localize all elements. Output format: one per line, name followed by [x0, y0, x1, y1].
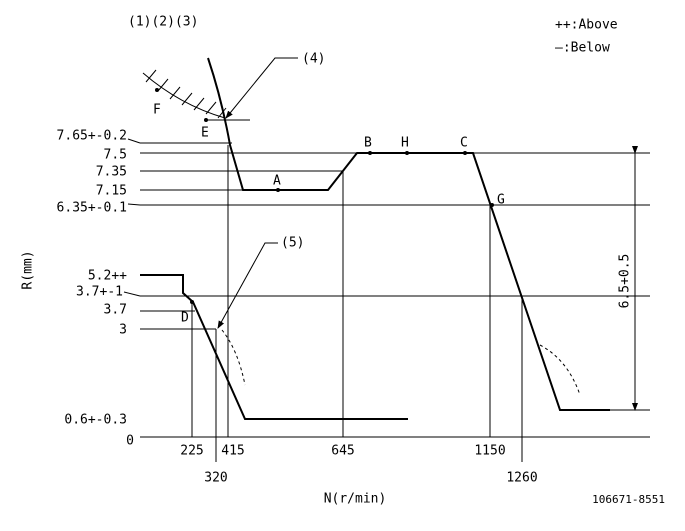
y-tick-label: 3.7+-1	[76, 285, 123, 300]
title: (1)(2)(3)	[128, 15, 198, 30]
y-tick-label: 3	[119, 323, 127, 338]
x-tick-label: 645	[331, 444, 354, 459]
limit-region	[142, 69, 250, 121]
leader	[127, 138, 141, 144]
dashed-curve	[221, 329, 246, 386]
x-axis-label: N(r/min)	[324, 492, 387, 507]
point-label: B	[364, 136, 372, 151]
point-label: G	[497, 193, 505, 208]
y-tick-label: 7.15	[96, 184, 127, 199]
point-dots	[155, 88, 494, 304]
x-tick-label: 225	[180, 444, 203, 459]
callout-leader	[217, 242, 278, 329]
x-tick-label: 320	[204, 471, 227, 486]
drawing-id: 106671-8551	[592, 493, 665, 506]
x-tick-label: 415	[221, 444, 244, 459]
dot	[155, 88, 159, 92]
upper-curve	[207, 57, 610, 411]
dot	[463, 151, 467, 155]
y-tick-label: 5.2++	[88, 269, 127, 284]
point-label: H	[401, 136, 409, 151]
hatch	[145, 69, 227, 119]
point-label: F	[153, 103, 161, 118]
dot	[190, 300, 194, 304]
point-label: E	[201, 126, 209, 141]
x-tick-label: 1260	[506, 471, 537, 486]
y-tick-label: 7.35	[96, 165, 127, 180]
point-label: C	[460, 136, 468, 151]
leader	[123, 291, 141, 297]
reference-lines	[123, 138, 650, 462]
leader	[127, 203, 141, 206]
lower-curve	[140, 274, 408, 420]
legend-entry: —:Below	[555, 41, 610, 56]
legend-entry: ++:Above	[555, 18, 618, 33]
y-axis-label: R(mm)	[21, 250, 36, 289]
y-tick-label: 6.35+-0.1	[57, 201, 127, 216]
dot	[368, 151, 372, 155]
dot	[405, 151, 409, 155]
limit-arc	[142, 72, 226, 119]
dashed-curve	[539, 344, 581, 396]
dot	[490, 203, 494, 207]
point-label: D	[181, 311, 189, 326]
dot	[204, 118, 208, 122]
dimension-label: 6.5+0.5	[618, 254, 633, 309]
y-tick-label: 0	[126, 434, 134, 449]
callout-leader	[225, 57, 298, 119]
y-tick-label: 7.65+-0.2	[57, 129, 127, 144]
callout-label: (5)	[281, 236, 304, 251]
dot	[276, 188, 280, 192]
y-tick-label: 7.5	[104, 148, 127, 163]
x-tick-label: 1150	[474, 444, 505, 459]
y-tick-label: 0.6+-0.3	[64, 413, 127, 428]
callout-label: (4)	[302, 52, 325, 67]
point-label: A	[273, 174, 281, 189]
y-tick-label: 3.7	[104, 303, 127, 318]
